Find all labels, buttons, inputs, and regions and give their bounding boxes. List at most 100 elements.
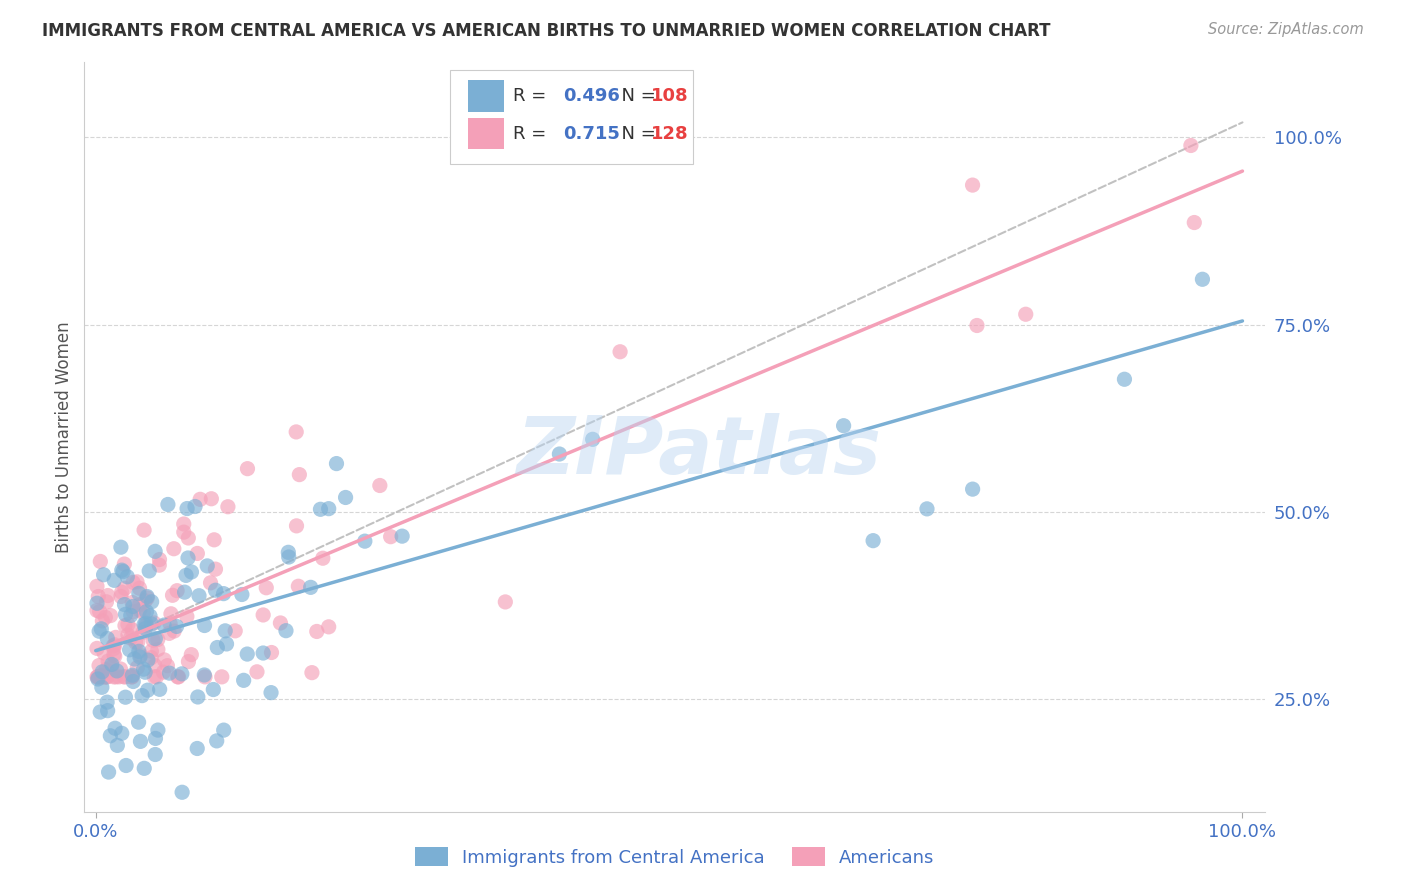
Point bbox=[318, 620, 340, 634]
Point bbox=[110, 590, 132, 604]
Point bbox=[114, 690, 136, 705]
Point bbox=[200, 491, 222, 506]
Point bbox=[277, 549, 299, 564]
Point bbox=[91, 668, 114, 682]
Point bbox=[136, 590, 159, 604]
Point bbox=[176, 501, 198, 516]
Point bbox=[966, 318, 988, 333]
Point bbox=[187, 690, 209, 704]
Text: 0.715: 0.715 bbox=[562, 125, 620, 143]
Point bbox=[962, 482, 984, 496]
Point bbox=[117, 628, 139, 642]
Point bbox=[135, 605, 157, 619]
Point bbox=[353, 534, 375, 549]
Point bbox=[269, 615, 291, 630]
Text: 0.496: 0.496 bbox=[562, 87, 620, 105]
Point bbox=[260, 685, 283, 699]
Point bbox=[832, 418, 855, 433]
Point bbox=[494, 595, 516, 609]
Point bbox=[260, 646, 283, 660]
Text: Source: ZipAtlas.com: Source: ZipAtlas.com bbox=[1208, 22, 1364, 37]
Point bbox=[103, 670, 125, 684]
Point bbox=[112, 557, 135, 571]
Point bbox=[96, 632, 118, 646]
Point bbox=[96, 595, 118, 609]
Text: R =: R = bbox=[513, 125, 553, 143]
Point bbox=[87, 670, 110, 684]
Point bbox=[252, 607, 274, 622]
Point bbox=[128, 586, 150, 600]
Point bbox=[132, 662, 155, 676]
Point bbox=[1182, 215, 1205, 229]
Point bbox=[93, 646, 115, 660]
Point bbox=[134, 622, 156, 636]
Text: R =: R = bbox=[513, 87, 553, 105]
Point bbox=[162, 588, 184, 602]
Point bbox=[166, 619, 188, 633]
Point bbox=[153, 653, 176, 667]
Point bbox=[200, 575, 222, 590]
Point bbox=[153, 618, 176, 632]
Point bbox=[111, 726, 134, 740]
Point bbox=[89, 670, 111, 684]
Point bbox=[120, 608, 142, 623]
Point bbox=[1191, 272, 1213, 286]
Point bbox=[110, 662, 132, 676]
Y-axis label: Births to Unmarried Women: Births to Unmarried Women bbox=[55, 321, 73, 553]
Point bbox=[111, 563, 134, 577]
Point bbox=[114, 607, 136, 622]
Text: ZIPatlas: ZIPatlas bbox=[516, 413, 882, 491]
Point bbox=[105, 664, 128, 678]
Point bbox=[89, 705, 111, 719]
Point bbox=[862, 533, 884, 548]
Point bbox=[582, 433, 605, 447]
Point bbox=[141, 644, 163, 658]
Point bbox=[128, 644, 150, 658]
Point bbox=[194, 670, 217, 684]
Point bbox=[128, 603, 150, 617]
Point bbox=[134, 594, 156, 608]
Point bbox=[135, 618, 157, 632]
Point bbox=[89, 624, 111, 639]
Point bbox=[167, 670, 190, 684]
Point bbox=[100, 660, 122, 674]
Point bbox=[146, 632, 169, 647]
Point bbox=[136, 591, 159, 605]
FancyBboxPatch shape bbox=[468, 118, 503, 149]
Point bbox=[104, 649, 127, 664]
Point bbox=[277, 545, 299, 559]
Point bbox=[180, 565, 202, 579]
Point bbox=[97, 654, 120, 668]
Point bbox=[143, 615, 166, 630]
Point bbox=[309, 502, 332, 516]
Point bbox=[152, 665, 174, 680]
Point bbox=[129, 648, 152, 663]
Point bbox=[91, 665, 114, 679]
Point bbox=[124, 652, 146, 666]
Point bbox=[915, 501, 938, 516]
Point bbox=[215, 637, 238, 651]
Point bbox=[159, 666, 181, 681]
Point bbox=[160, 607, 183, 621]
Point bbox=[173, 525, 195, 540]
Legend: Immigrants from Central America, Americans: Immigrants from Central America, America… bbox=[408, 840, 942, 874]
Point bbox=[166, 583, 188, 598]
Point bbox=[124, 635, 146, 649]
Point bbox=[104, 670, 127, 684]
Point bbox=[287, 579, 309, 593]
Point bbox=[141, 650, 163, 665]
Point bbox=[94, 610, 117, 624]
Point bbox=[104, 721, 127, 735]
Point bbox=[254, 581, 277, 595]
Point bbox=[148, 558, 170, 573]
Point bbox=[87, 590, 110, 604]
Point bbox=[94, 670, 117, 684]
Point bbox=[159, 616, 181, 631]
Point bbox=[246, 665, 269, 679]
Text: N =: N = bbox=[610, 125, 661, 143]
Point bbox=[128, 715, 150, 730]
Point bbox=[285, 425, 308, 439]
Point bbox=[212, 586, 235, 600]
Point bbox=[101, 657, 124, 672]
Point bbox=[127, 635, 149, 649]
